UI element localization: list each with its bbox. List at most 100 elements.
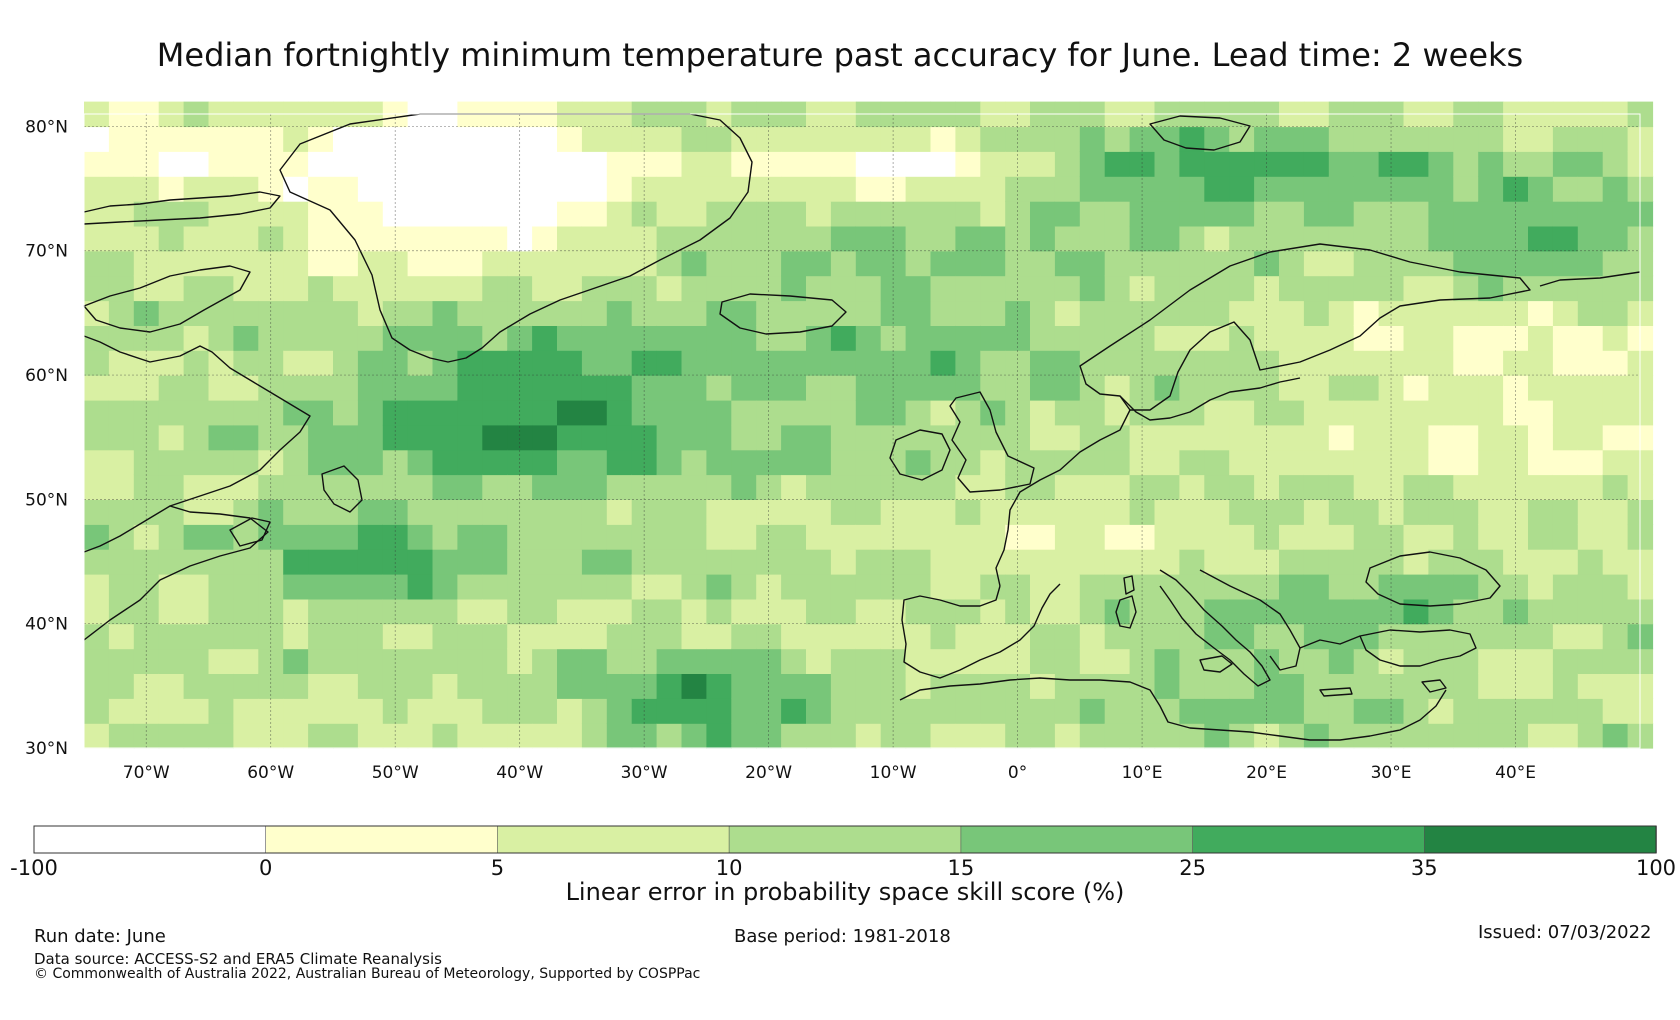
skill-cell <box>706 574 732 600</box>
skill-cell <box>1552 698 1579 724</box>
skill-cell <box>855 350 882 376</box>
skill-cell <box>1279 275 1305 302</box>
skill-cell <box>1353 201 1380 227</box>
skill-cell <box>532 449 558 476</box>
skill-cell <box>1428 325 1454 351</box>
skill-cell <box>1204 698 1230 724</box>
skill-cell <box>208 499 234 525</box>
skill-cell <box>1378 176 1405 202</box>
skill-cell <box>1478 598 1504 625</box>
skill-cell <box>656 275 683 302</box>
skill-cell <box>1054 399 1081 426</box>
skill-cell <box>1503 399 1529 426</box>
skill-cell <box>158 424 185 451</box>
skill-cell <box>905 201 932 227</box>
skill-cell <box>283 250 309 277</box>
skill-cell <box>1204 449 1230 476</box>
skill-cell <box>656 126 683 152</box>
skill-cell <box>532 698 558 724</box>
skill-cell <box>830 225 857 252</box>
skill-cell <box>1054 673 1081 699</box>
skill-cell <box>631 648 658 674</box>
skill-cell <box>1453 549 1479 575</box>
colorbar-tick-label: 25 <box>1179 856 1206 880</box>
skill-cell <box>183 524 210 550</box>
skill-cell <box>1054 126 1081 152</box>
skill-cell <box>830 424 857 451</box>
skill-cell <box>532 673 558 699</box>
skill-cell <box>1353 250 1380 277</box>
skill-cell <box>681 673 707 699</box>
skill-cell <box>1328 723 1355 749</box>
skill-cell <box>457 723 483 749</box>
skill-cell <box>1478 399 1504 426</box>
skill-cell <box>1204 474 1230 500</box>
skill-cell <box>1254 300 1280 326</box>
skill-cell <box>308 151 334 177</box>
skill-cell <box>806 375 832 401</box>
skill-cell <box>407 225 434 252</box>
skill-cell <box>1129 524 1156 550</box>
skill-cell <box>1204 350 1230 376</box>
svalbard-coastline <box>1149 115 1251 151</box>
skill-cell <box>1054 151 1081 177</box>
skill-cell <box>930 524 956 550</box>
skill-cell <box>432 300 458 326</box>
skill-cell <box>108 449 135 476</box>
skill-cell <box>1602 574 1629 600</box>
skill-cell <box>1154 424 1180 451</box>
skill-cell <box>1403 151 1429 177</box>
skill-cell <box>158 151 185 177</box>
skill-cell <box>1428 549 1454 575</box>
skill-cell <box>1154 176 1180 202</box>
skill-cell <box>333 399 359 426</box>
skill-cell <box>557 449 583 476</box>
skill-cell <box>333 424 359 451</box>
skill-cell <box>781 325 807 351</box>
skill-cell <box>905 375 932 401</box>
skill-cell <box>258 648 284 674</box>
skill-cell <box>333 350 359 376</box>
skill-cell <box>1279 673 1305 699</box>
skill-cell <box>158 325 185 351</box>
skill-cell <box>357 598 384 625</box>
skill-cell <box>1204 673 1230 699</box>
skill-cell <box>357 499 384 525</box>
skill-cell <box>308 424 334 451</box>
skill-cell <box>183 300 210 326</box>
skill-cell <box>1552 449 1579 476</box>
skill-cell <box>407 623 434 650</box>
skill-cell <box>1428 275 1454 302</box>
skill-cell <box>1154 350 1180 376</box>
skill-cell <box>1577 673 1604 699</box>
skill-cell <box>781 549 807 575</box>
skill-cell <box>1179 399 1205 426</box>
skill-cell <box>681 549 707 575</box>
skill-cell <box>357 723 384 749</box>
skill-cell <box>581 723 608 749</box>
skill-cell <box>1303 499 1330 525</box>
skill-cell <box>880 524 907 550</box>
skill-cell <box>432 275 458 302</box>
skill-cell <box>731 449 757 476</box>
longitude-tick-label: 70°W <box>123 763 170 780</box>
skill-cell <box>432 424 458 451</box>
skill-cell <box>955 126 981 152</box>
skill-cell <box>1428 250 1454 277</box>
skill-cell <box>1229 151 1255 177</box>
skill-cell <box>158 350 185 376</box>
skill-cell <box>1104 698 1131 724</box>
skill-cell <box>158 201 185 227</box>
skill-cell <box>1179 474 1205 500</box>
skill-cell <box>1453 275 1479 302</box>
skill-cell <box>333 151 359 177</box>
skill-cell <box>905 499 932 525</box>
skill-cell <box>980 574 1006 600</box>
skill-cell <box>1204 250 1230 277</box>
longitude-tick-label: 50°W <box>372 763 419 780</box>
skill-cell <box>432 375 458 401</box>
skill-cell <box>482 176 508 202</box>
skill-cell <box>581 375 608 401</box>
skill-cell <box>681 151 707 177</box>
skill-cell <box>1279 474 1305 500</box>
